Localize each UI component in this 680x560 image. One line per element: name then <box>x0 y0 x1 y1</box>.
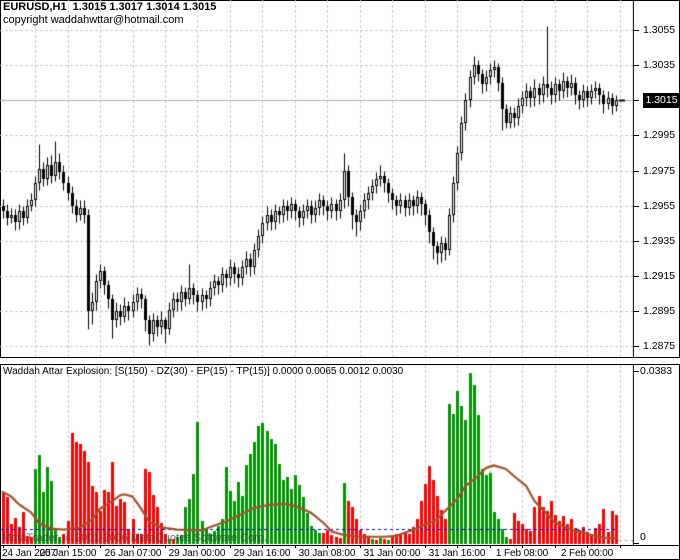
time-axis-label: 25 Jan 15:00 <box>39 548 97 559</box>
price-axis-tick <box>634 311 639 312</box>
price-axis-tick <box>634 171 639 172</box>
time-axis-label: 1 Feb 08:00 <box>495 548 549 559</box>
time-axis-tick <box>490 545 491 548</box>
copyright-text: copyright waddahwttar@hotmail.com <box>3 14 184 26</box>
time-axis-tick <box>392 545 393 548</box>
time-axis-tick <box>327 545 328 548</box>
time-axis-tick <box>620 545 621 548</box>
time-axis-tick <box>3 545 4 548</box>
time-axis-tick <box>68 545 69 548</box>
price-axis-label: 1.3035 <box>643 59 676 71</box>
price-axis-tick <box>634 206 639 207</box>
current-price-box: 1.3015 <box>643 93 680 108</box>
time-axis-label: 2 Feb 00:00 <box>560 548 614 559</box>
time-axis-tick <box>230 545 231 548</box>
price-axis-label: 1.2915 <box>643 270 676 282</box>
time-axis-label: 29 Jan 16:00 <box>233 548 291 559</box>
time-axis-tick <box>522 545 523 548</box>
candlestick-chart-canvas[interactable] <box>0 0 634 357</box>
time-axis-tick <box>555 545 556 548</box>
time-axis-tick <box>295 545 296 548</box>
main-chart-pane: EURUSD,H1 1.3015 1.3017 1.3014 1.3015 co… <box>0 0 680 358</box>
watermark-text: MetaTrader, © 2001-2006 MetaQuotes Softw… <box>2 532 268 544</box>
price-axis-tick <box>634 135 639 136</box>
price-axis-label: 1.2955 <box>643 200 676 212</box>
price-axis[interactable]: 1.3055 1.3035 1.3015 1.2995 1.2975 1.2955 1.29… <box>634 0 680 357</box>
price-axis-label: 1.2995 <box>643 129 676 141</box>
price-axis-tick <box>634 100 639 101</box>
price-axis-tick <box>634 241 639 242</box>
time-axis-label: 29 Jan 00:00 <box>168 548 226 559</box>
time-axis-label: 31 Jan 16:00 <box>428 548 486 559</box>
waddah-attar-histogram-canvas[interactable] <box>0 365 634 545</box>
time-axis-tick <box>425 545 426 548</box>
indicator-axis-tick <box>634 371 639 372</box>
time-axis-label: 24 Jan 2007 <box>2 548 56 559</box>
indicator-axis-min: 0 <box>640 531 646 543</box>
symbol-ohlc-readout: EURUSD,H1 1.3015 1.3017 1.3014 1.3015 <box>3 1 217 13</box>
time-axis-tick <box>587 545 588 548</box>
time-axis[interactable]: 24 Jan 2007 25 Jan 15:00 26 Jan 07:00 29 Ja… <box>0 545 680 560</box>
price-axis-label: 1.2875 <box>643 340 676 352</box>
indicator-axis-tick <box>634 543 639 544</box>
time-axis-tick <box>457 545 458 548</box>
time-axis-tick <box>35 545 36 548</box>
time-axis-label: 30 Jan 08:00 <box>298 548 356 559</box>
time-axis-tick <box>262 545 263 548</box>
price-axis-label: 1.2895 <box>643 305 676 317</box>
chart-header: EURUSD,H1 1.3015 1.3017 1.3014 1.3015 co… <box>3 1 216 26</box>
price-axis-label: 1.3055 <box>643 24 676 36</box>
indicator-pane: Waddah Attar Explosion: [S(150) - DZ(30)… <box>0 364 680 546</box>
time-axis-tick <box>197 545 198 548</box>
price-axis-label: 1.2975 <box>643 165 676 177</box>
time-axis-tick <box>165 545 166 548</box>
time-axis-label: 26 Jan 07:00 <box>104 548 162 559</box>
time-axis-tick <box>360 545 361 548</box>
indicator-title: Waddah Attar Explosion: [S(150) - DZ(30)… <box>3 366 404 377</box>
price-axis-tick <box>634 30 639 31</box>
price-axis-tick <box>634 65 639 66</box>
time-axis-label: 31 Jan 00:00 <box>363 548 421 559</box>
pane-splitter[interactable] <box>0 358 680 364</box>
time-axis-tick <box>100 545 101 548</box>
price-axis-label: 1.2935 <box>643 235 676 247</box>
price-axis-tick <box>634 346 639 347</box>
current-bid-value: 1.3015 <box>645 94 678 106</box>
time-axis-tick <box>133 545 134 548</box>
indicator-axis-max: 0.0383 <box>640 365 673 377</box>
price-axis-tick <box>634 276 639 277</box>
